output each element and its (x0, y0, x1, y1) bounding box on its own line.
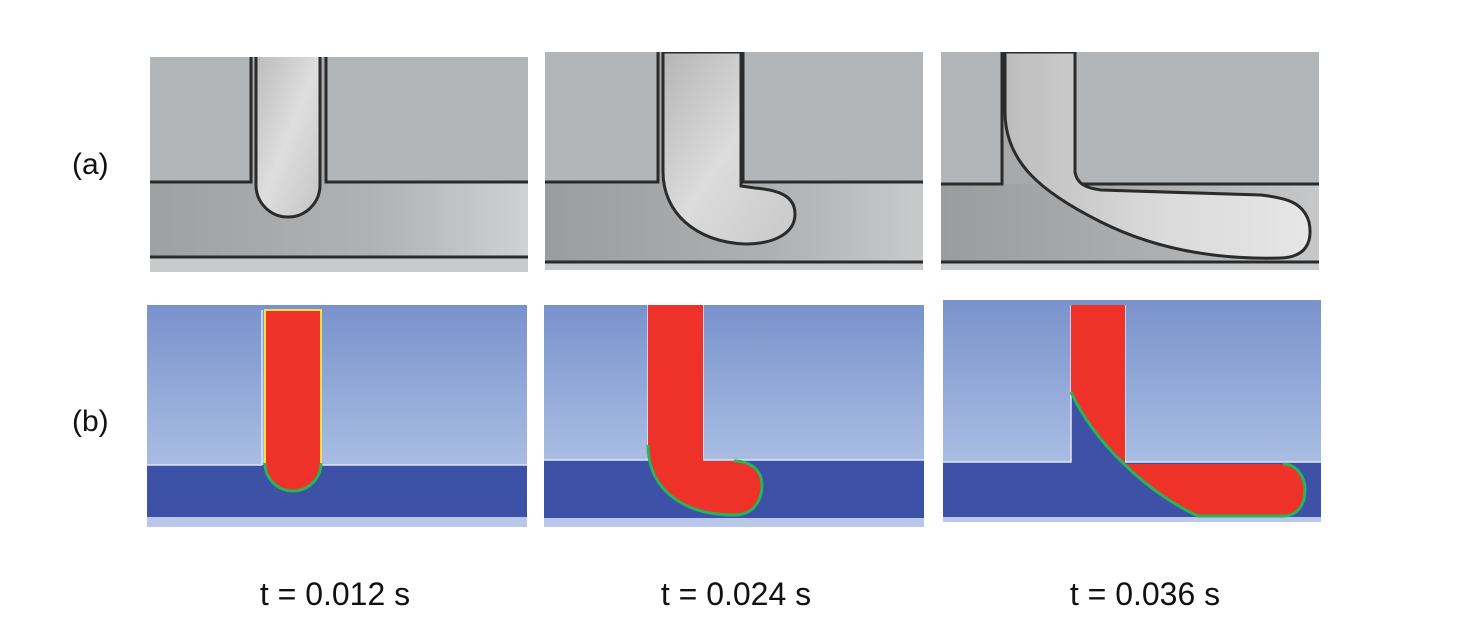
time-label-2: t = 0.024 s (660, 576, 812, 612)
simulation-panel-3 (943, 300, 1321, 522)
time-label-1: t = 0.012 s (259, 576, 411, 612)
row-label-b: (b) (72, 405, 109, 438)
row-label-a: (a) (72, 148, 109, 181)
simulation-panel-2 (544, 305, 924, 527)
experiment-panel-3 (941, 52, 1319, 270)
experiment-panel-2 (545, 52, 923, 270)
time-label-3: t = 0.036 s (1069, 576, 1221, 612)
experiment-panel-1 (150, 57, 528, 272)
simulation-panel-1 (147, 305, 527, 527)
